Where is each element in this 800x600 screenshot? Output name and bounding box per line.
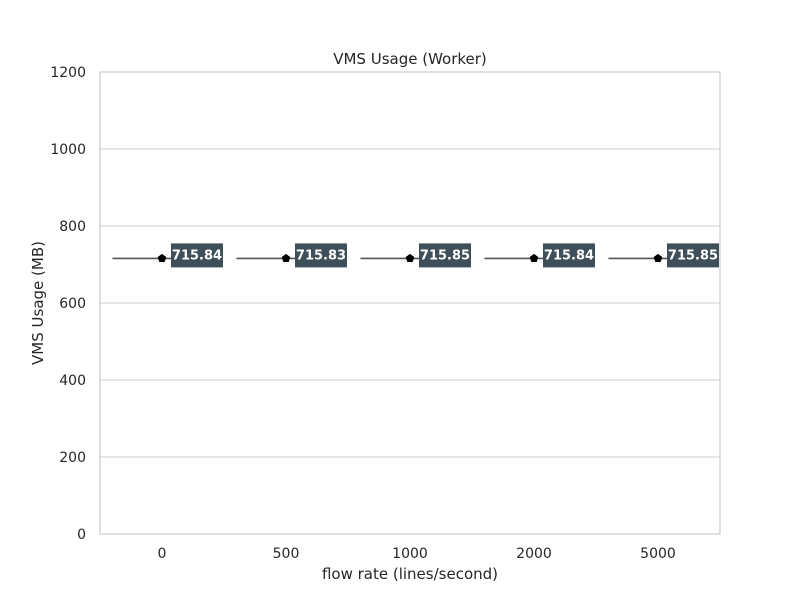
mean-marker — [157, 253, 167, 263]
y-tick-label: 0 — [77, 527, 86, 543]
y-tick-label: 1000 — [50, 142, 86, 158]
mean-marker — [281, 253, 291, 263]
mean-marker — [653, 253, 663, 263]
y-tick-label: 1200 — [50, 65, 86, 81]
box-group: 715.85 — [360, 243, 471, 268]
chart-title: VMS Usage (Worker) — [333, 50, 487, 68]
box-group: 715.84 — [112, 243, 223, 268]
y-tick-label: 400 — [59, 373, 86, 389]
value-label-box — [419, 243, 471, 268]
value-label: 715.83 — [296, 248, 346, 263]
x-tick-label: 0 — [158, 546, 167, 562]
value-label-box — [171, 243, 223, 268]
value-label: 715.84 — [544, 248, 594, 263]
data-marks: 715.84 715.83 715.85 715.84 715.85 — [112, 243, 719, 268]
value-label-box — [295, 243, 347, 268]
x-axis-label: flow rate (lines/second) — [322, 565, 498, 583]
value-label-box — [667, 243, 719, 268]
box-group: 715.84 — [484, 243, 595, 268]
x-tick-label: 2000 — [516, 546, 552, 562]
mean-marker — [529, 253, 539, 263]
value-label: 715.85 — [420, 248, 470, 263]
y-axis-ticks: 0 200 400 600 800 1000 1200 — [50, 65, 86, 543]
x-tick-label: 500 — [273, 546, 300, 562]
y-axis-label: VMS Usage (MB) — [29, 241, 47, 365]
value-label: 715.84 — [172, 248, 222, 263]
grid-lines — [100, 71, 720, 535]
x-tick-label: 5000 — [640, 546, 676, 562]
mean-marker — [405, 253, 415, 263]
x-axis-ticks: 0 500 1000 2000 5000 — [158, 546, 676, 562]
plot-frame — [99, 71, 721, 535]
box-group: 715.83 — [236, 243, 347, 268]
value-label: 715.85 — [668, 248, 718, 263]
y-tick-label: 600 — [59, 296, 86, 312]
y-tick-label: 200 — [59, 450, 86, 466]
y-tick-label: 800 — [59, 219, 86, 235]
box-group: 715.85 — [608, 243, 719, 268]
value-label-box — [543, 243, 595, 268]
x-tick-label: 1000 — [392, 546, 428, 562]
